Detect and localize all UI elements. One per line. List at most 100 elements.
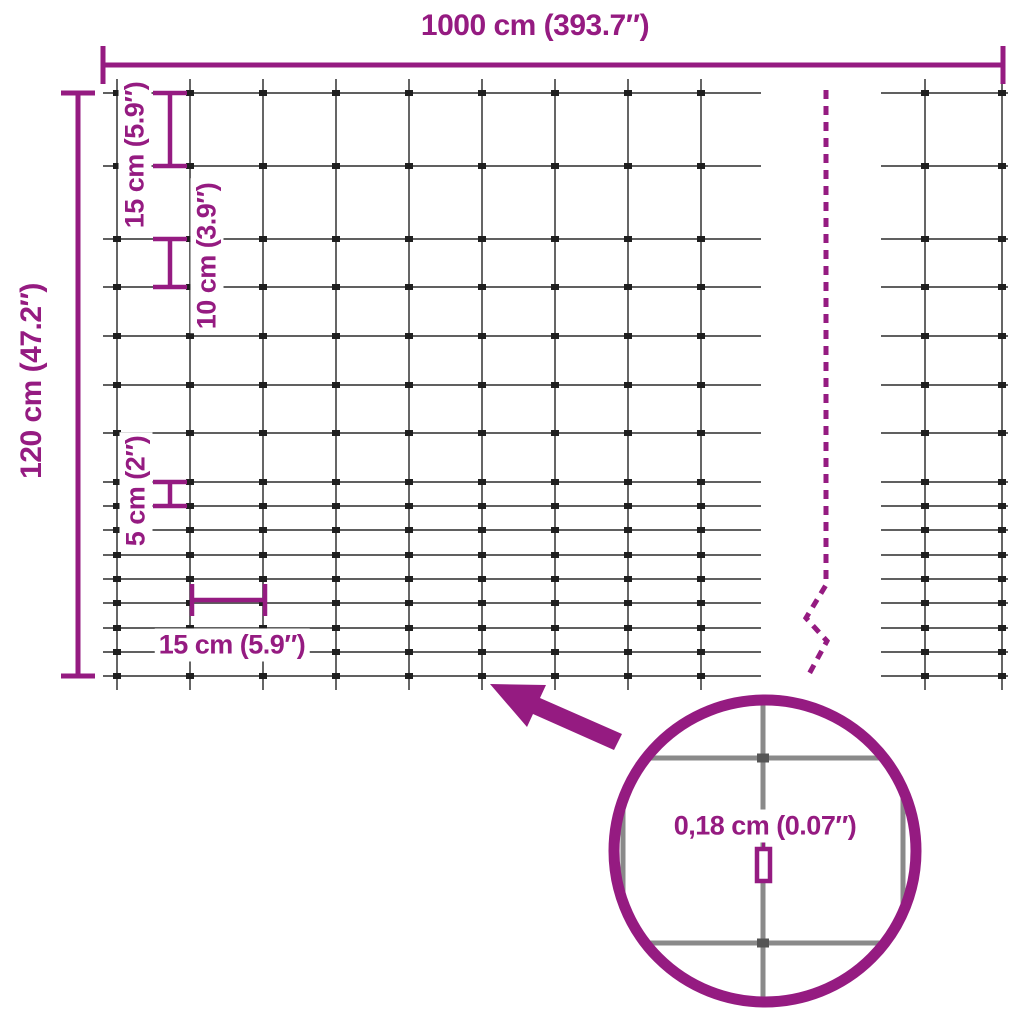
wire-clamp bbox=[259, 552, 267, 558]
wire-clamp bbox=[697, 236, 705, 242]
wire-clamp bbox=[998, 625, 1006, 631]
wire-clamp bbox=[697, 479, 705, 485]
wire-clamp bbox=[405, 600, 413, 606]
wire-clamp bbox=[186, 625, 194, 631]
wire-clamp bbox=[998, 430, 1006, 436]
wire-clamp bbox=[186, 90, 194, 96]
wire-clamp bbox=[405, 236, 413, 242]
wire-clamp bbox=[697, 552, 705, 558]
mesh-section-right bbox=[881, 79, 1008, 690]
wire-clamp bbox=[405, 625, 413, 631]
wire-clamp bbox=[921, 163, 929, 169]
wire-clamp bbox=[551, 236, 559, 242]
wire-clamp bbox=[551, 625, 559, 631]
wire-clamp bbox=[624, 90, 632, 96]
wire-clamp bbox=[405, 503, 413, 509]
wire-clamp bbox=[113, 576, 121, 582]
wire-clamp bbox=[113, 649, 121, 655]
wire-clamp bbox=[697, 284, 705, 290]
wire-clamp bbox=[332, 625, 340, 631]
wire-clamp bbox=[259, 625, 267, 631]
wire-clamp bbox=[405, 527, 413, 533]
wire-clamp bbox=[624, 625, 632, 631]
wire-clamp bbox=[405, 552, 413, 558]
wire-clamp bbox=[478, 479, 486, 485]
wire-clamp bbox=[624, 649, 632, 655]
wire-clamp bbox=[259, 236, 267, 242]
wire-clamp bbox=[551, 576, 559, 582]
wire-clamp bbox=[259, 90, 267, 96]
wire-clamp bbox=[998, 236, 1006, 242]
wire-clamp bbox=[113, 552, 121, 558]
wire-clamp bbox=[697, 673, 705, 679]
wire-clamp bbox=[186, 284, 194, 290]
wire-clamp bbox=[113, 430, 121, 436]
wire-clamp bbox=[405, 479, 413, 485]
dimension-bracket-low5 bbox=[153, 479, 187, 509]
wire-clamp bbox=[186, 382, 194, 388]
wire-clamp bbox=[113, 333, 121, 339]
wire-clamp bbox=[332, 479, 340, 485]
wire-clamp bbox=[998, 552, 1006, 558]
wire-clamp bbox=[921, 576, 929, 582]
wire-clamp bbox=[259, 284, 267, 290]
wire-clamp bbox=[551, 90, 559, 96]
wire-clamp bbox=[478, 236, 486, 242]
wire-clamp bbox=[998, 382, 1006, 388]
wire-clamp bbox=[186, 527, 194, 533]
wire-clamp bbox=[998, 600, 1006, 606]
wire-clamp bbox=[478, 333, 486, 339]
wire-clamp bbox=[405, 284, 413, 290]
wire-clamp bbox=[551, 333, 559, 339]
wire-clamp bbox=[921, 333, 929, 339]
wire-clamp bbox=[478, 576, 486, 582]
wire-clamp bbox=[998, 649, 1006, 655]
wire-clamp bbox=[113, 673, 121, 679]
wire-clamp bbox=[624, 284, 632, 290]
wire-clamp bbox=[186, 503, 194, 509]
wire-clamp bbox=[998, 284, 1006, 290]
wire-clamp bbox=[921, 382, 929, 388]
wire-clamp bbox=[332, 503, 340, 509]
row-spacing-5cm-label: 5 cm (2″) bbox=[119, 431, 153, 551]
wire-clamp bbox=[405, 649, 413, 655]
wire-clamp bbox=[332, 163, 340, 169]
mesh-break-line bbox=[802, 90, 831, 678]
wire-clamp bbox=[405, 576, 413, 582]
wire-clamp bbox=[259, 576, 267, 582]
wire-clamp bbox=[405, 382, 413, 388]
wire-clamp bbox=[478, 527, 486, 533]
wire-clamp bbox=[332, 649, 340, 655]
magnified-wire-clamp bbox=[757, 938, 769, 948]
magnified-wire-clamp bbox=[897, 753, 909, 763]
wire-clamp bbox=[405, 333, 413, 339]
wire-clamp bbox=[551, 673, 559, 679]
column-spacing-15cm-label: 15 cm (5.9″) bbox=[154, 628, 310, 662]
wire-clamp bbox=[186, 430, 194, 436]
wire-clamp bbox=[405, 90, 413, 96]
wire-clamp bbox=[259, 333, 267, 339]
magnified-wire-clamp bbox=[617, 938, 629, 948]
wire-clamp bbox=[551, 527, 559, 533]
wire-clamp bbox=[332, 90, 340, 96]
wire-clamp bbox=[405, 673, 413, 679]
wire-clamp bbox=[259, 673, 267, 679]
wire-clamp bbox=[551, 430, 559, 436]
wire-clamp bbox=[624, 600, 632, 606]
wire-clamp bbox=[113, 236, 121, 242]
wire-clamp bbox=[186, 552, 194, 558]
wire-clamp bbox=[921, 600, 929, 606]
wire-clamp bbox=[478, 600, 486, 606]
wire-clamp bbox=[405, 163, 413, 169]
wire-clamp bbox=[478, 382, 486, 388]
wire-clamp bbox=[697, 503, 705, 509]
wire-clamp bbox=[551, 649, 559, 655]
wire-clamp bbox=[921, 90, 929, 96]
wire-clamp bbox=[624, 503, 632, 509]
wire-clamp bbox=[998, 479, 1006, 485]
dimension-total-length bbox=[100, 46, 1006, 84]
wire-clamp bbox=[551, 600, 559, 606]
wire-clamp bbox=[998, 527, 1006, 533]
dimension-bracket-mid10 bbox=[153, 236, 187, 290]
